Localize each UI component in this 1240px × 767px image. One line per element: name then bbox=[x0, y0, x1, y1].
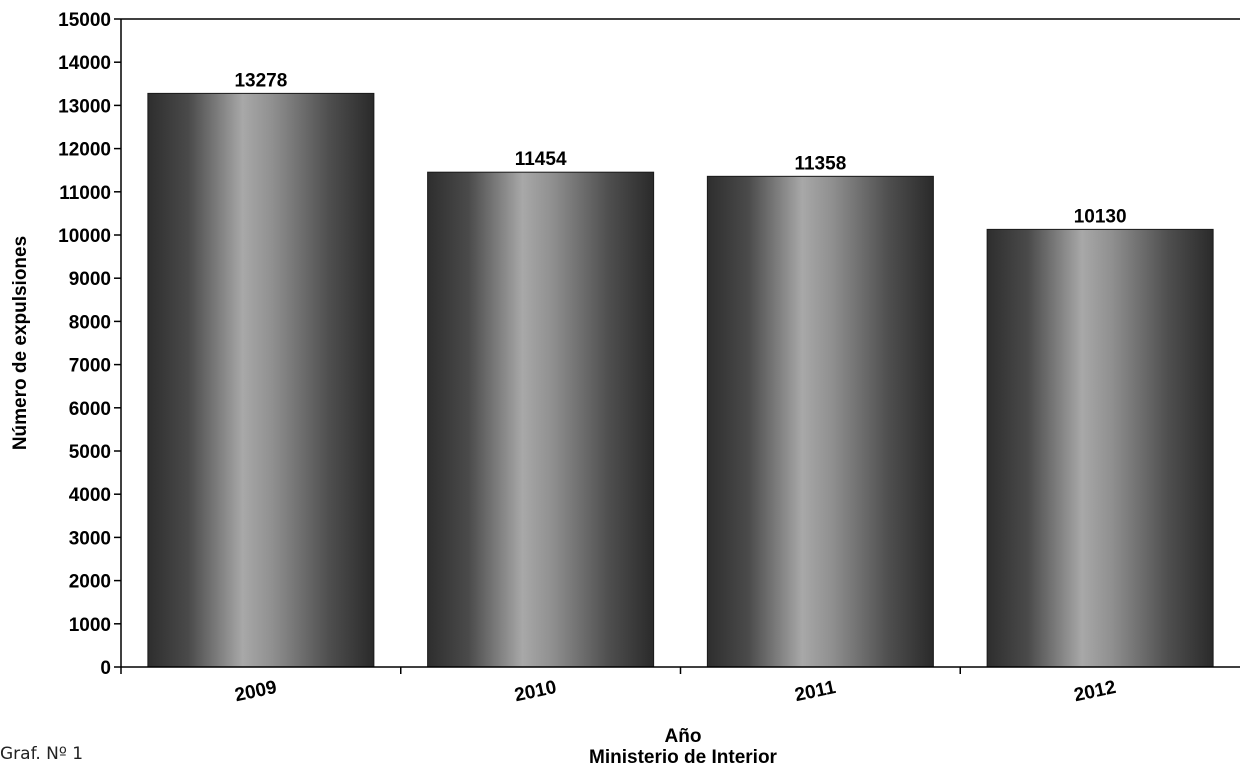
value-labels-group: 13278 11454 11358 10130 bbox=[234, 70, 1126, 227]
y-tick-label: 14000 bbox=[58, 53, 111, 74]
y-tick-label: 0 bbox=[100, 658, 111, 679]
y-tick-label: 10000 bbox=[58, 226, 111, 247]
bars-group bbox=[147, 92, 1214, 668]
bar-2009 bbox=[147, 92, 375, 668]
source-label: Ministerio de Interior bbox=[589, 747, 778, 767]
data-label-2009: 13278 bbox=[234, 70, 287, 91]
x-tick-label-2009: 2009 bbox=[233, 677, 279, 706]
y-tick-label: 2000 bbox=[69, 572, 111, 593]
y-tick-label: 8000 bbox=[69, 312, 111, 333]
bar-2011 bbox=[706, 175, 934, 668]
bar-2010 bbox=[427, 171, 655, 668]
x-tick-label-2011: 2011 bbox=[793, 677, 838, 706]
y-tick-label: 4000 bbox=[69, 485, 111, 506]
y-tick-label: 9000 bbox=[69, 269, 111, 290]
data-label-2010: 11454 bbox=[515, 149, 567, 170]
data-label-2011: 11358 bbox=[794, 153, 846, 174]
y-ticks-group: 0 1000 2000 3000 4000 5000 6000 7000 8000 9000 100… bbox=[58, 10, 121, 679]
data-label-2012: 10130 bbox=[1074, 206, 1127, 227]
x-tick-label-2010: 2010 bbox=[513, 677, 559, 706]
y-tick-label: 5000 bbox=[69, 442, 111, 463]
y-tick-label: 1000 bbox=[69, 615, 111, 636]
y-tick-label: 7000 bbox=[69, 356, 111, 377]
y-tick-label: 13000 bbox=[58, 96, 111, 117]
y-tick-label: 12000 bbox=[58, 140, 111, 161]
y-tick-label: 11000 bbox=[59, 183, 111, 204]
y-tick-label: 15000 bbox=[58, 10, 111, 31]
figure-caption: Graf. Nº 1 bbox=[0, 744, 84, 764]
x-axis-title: Año bbox=[665, 726, 702, 747]
bar-2012 bbox=[986, 228, 1214, 668]
y-axis-title: Número de expulsiones bbox=[10, 236, 31, 450]
y-tick-label: 6000 bbox=[69, 399, 111, 420]
x-tick-label-2012: 2012 bbox=[1072, 677, 1118, 706]
y-tick-label: 3000 bbox=[69, 528, 111, 549]
x-ticks-group: 2009 2010 2011 2012 bbox=[120, 667, 1118, 706]
